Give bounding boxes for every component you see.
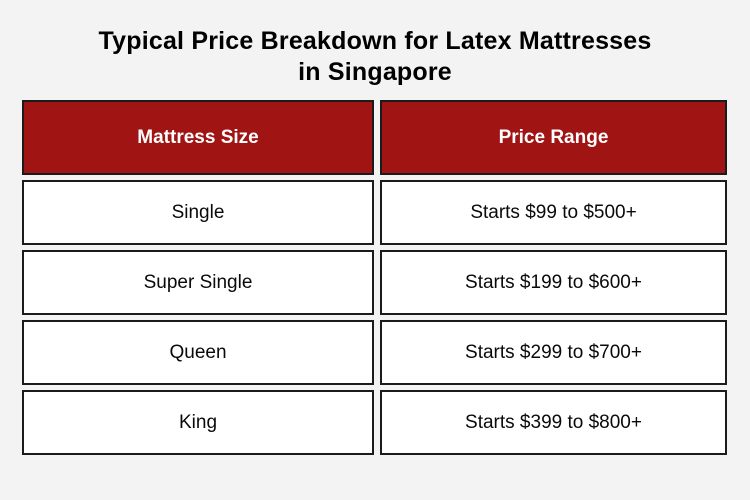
table-cell-price-king: Starts $399 to $800+ [380, 390, 727, 455]
table-cell-price-single: Starts $99 to $500+ [380, 180, 727, 245]
page-title: Typical Price Breakdown for Latex Mattre… [0, 0, 750, 88]
table-cell-price-queen: Starts $299 to $700+ [380, 320, 727, 385]
column-header-mattress-size: Mattress Size [22, 100, 374, 175]
table-cell-size-super-single: Super Single [22, 250, 374, 315]
page-title-line-1: Typical Price Breakdown for Latex Mattre… [98, 27, 652, 55]
column-header-price-range: Price Range [380, 100, 727, 175]
table-cell-price-super-single: Starts $199 to $600+ [380, 250, 727, 315]
table-cell-size-single: Single [22, 180, 374, 245]
page-title-line-2: in Singapore [298, 58, 452, 86]
table-cell-size-king: King [22, 390, 374, 455]
table-cell-size-queen: Queen [22, 320, 374, 385]
price-table: Mattress Size Price Range Single Starts … [22, 100, 727, 455]
